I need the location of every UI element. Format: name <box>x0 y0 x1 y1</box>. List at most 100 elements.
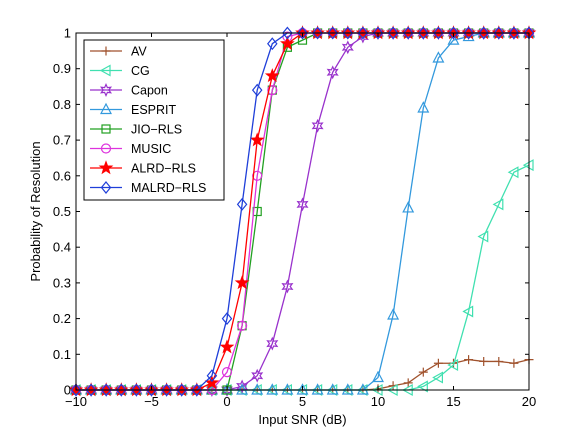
legend-entry: JIO−RLS <box>90 123 182 137</box>
x-tick-label: −5 <box>144 394 159 409</box>
data-point <box>509 358 519 368</box>
y-tick-label: 0.8 <box>53 97 71 112</box>
data-point <box>70 383 82 397</box>
legend-label: ALRD−RLS <box>131 162 196 176</box>
data-point <box>204 375 220 390</box>
data-point <box>206 369 218 383</box>
data-point <box>98 160 114 175</box>
data-point <box>492 198 504 211</box>
data-point <box>266 383 279 395</box>
data-point <box>251 383 264 395</box>
data-point <box>478 26 489 40</box>
y-tick-label: 1 <box>64 26 71 41</box>
data-point <box>251 368 264 383</box>
data-point <box>479 356 489 366</box>
data-point <box>387 308 400 320</box>
data-point <box>237 320 248 331</box>
data-point <box>266 336 279 351</box>
y-tick-label: 0.6 <box>53 168 71 183</box>
legend-entry: AV <box>90 45 147 59</box>
y-axis-label: Probability of Resolution <box>28 141 43 281</box>
legend: AV CG Capon ESPRIT JIO−RLS MUSIC ALRD−RLS MALRD… <box>83 39 225 201</box>
data-point <box>311 383 324 395</box>
legend-label: ESPRIT <box>131 103 177 117</box>
x-tick-label: −10 <box>65 394 87 409</box>
legend-box <box>83 39 225 201</box>
data-point <box>296 197 309 212</box>
data-point <box>447 33 460 45</box>
data-point <box>326 65 339 80</box>
data-point <box>251 83 263 97</box>
data-point <box>387 26 399 40</box>
data-point <box>281 383 294 395</box>
data-point <box>433 358 443 368</box>
data-point <box>417 101 430 113</box>
data-point <box>116 383 127 397</box>
legend-label: MALRD−RLS <box>131 181 206 195</box>
data-point <box>311 118 324 133</box>
data-point <box>448 26 459 40</box>
data-point <box>176 383 187 397</box>
data-point <box>131 383 142 397</box>
data-point <box>447 358 459 372</box>
legend-entry: MALRD−RLS <box>90 181 206 195</box>
legend-label: Capon <box>131 84 168 98</box>
data-point <box>296 383 309 395</box>
x-tick-label: 5 <box>299 394 306 409</box>
data-point <box>493 26 505 40</box>
data-point <box>267 85 278 96</box>
x-axis-label: Input SNR (dB) <box>258 412 346 427</box>
legend-entry: ESPRIT <box>90 102 177 117</box>
data-point <box>236 197 248 211</box>
data-point <box>85 383 97 397</box>
data-point <box>99 83 113 97</box>
data-point <box>494 356 504 366</box>
data-point <box>280 35 295 50</box>
legend-entry: CG <box>90 64 150 78</box>
data-point <box>252 170 263 181</box>
legend-label: MUSIC <box>131 142 171 156</box>
data-point <box>236 379 249 394</box>
y-tick-label: 0 <box>64 383 71 398</box>
y-tick-label: 0.9 <box>53 61 71 76</box>
data-point <box>221 312 233 326</box>
data-point <box>326 383 339 395</box>
data-point <box>477 230 489 243</box>
data-point <box>418 26 429 40</box>
data-point <box>508 26 520 40</box>
data-point <box>220 383 234 397</box>
data-point <box>462 305 474 318</box>
data-point <box>403 378 413 388</box>
data-point <box>281 279 294 294</box>
data-point <box>161 383 172 397</box>
data-point <box>191 383 203 397</box>
data-point <box>418 367 428 377</box>
y-tick-label: 0.2 <box>53 311 71 326</box>
x-tick-label: 10 <box>371 394 385 409</box>
data-point <box>341 383 354 395</box>
data-point <box>356 383 369 395</box>
data-point <box>342 26 354 40</box>
data-point <box>464 355 474 365</box>
data-point <box>507 166 519 179</box>
data-point <box>267 37 278 51</box>
y-tick-label: 0.1 <box>53 347 71 362</box>
data-point <box>249 132 265 147</box>
data-point <box>417 380 428 393</box>
data-point <box>100 383 112 397</box>
legend-entry: Capon <box>90 83 168 98</box>
legend-label: JIO−RLS <box>131 123 182 137</box>
y-tick-label: 0.3 <box>53 275 71 290</box>
legend-entry: ALRD−RLS <box>90 160 196 176</box>
y-tick-label: 0.7 <box>53 133 71 148</box>
data-point <box>282 26 293 40</box>
data-point <box>297 26 308 40</box>
legend-label: AV <box>131 45 147 59</box>
data-point <box>100 143 112 154</box>
data-point <box>264 68 280 83</box>
data-point <box>432 371 443 384</box>
legend-entry: MUSIC <box>90 142 171 156</box>
data-point <box>312 26 323 40</box>
data-point <box>101 46 111 56</box>
